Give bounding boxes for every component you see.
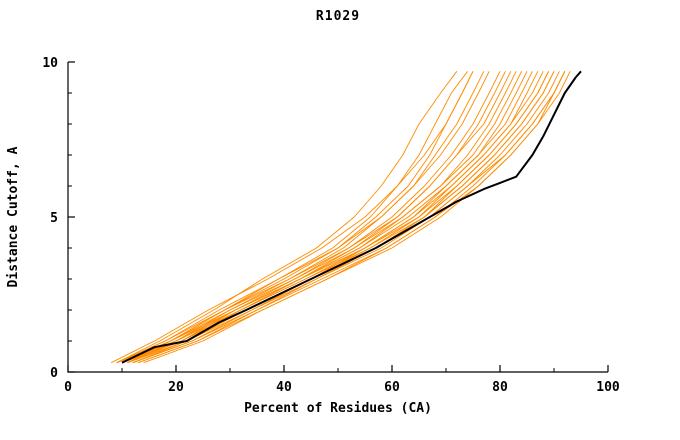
ensemble-curve [138,71,550,364]
y-axis-label: Distance Cutoff, A [6,146,21,287]
x-axis-label: Percent of Residues (CA) [244,401,432,416]
ensemble-curve [132,71,555,364]
ensemble-curve [121,71,523,364]
ensemble-curve [132,71,571,364]
ensemble-curve [138,71,566,364]
x-tick-label: 20 [168,380,184,395]
reference-curve [121,70,582,364]
ensemble-curve [143,71,566,364]
ensemble-curve [116,71,458,364]
ensemble-curve [116,71,512,364]
y-tick-label: 0 [50,366,58,381]
ensemble-curve [121,71,544,364]
x-tick-label: 80 [492,380,508,395]
ensemble-curve [116,71,490,364]
ensemble-curve [127,71,539,364]
ensemble-curve [121,71,566,364]
axis-ticks: 0 20 40 60 80 100 0 5 10 [42,56,620,395]
y-tick-label: 10 [42,56,58,71]
y-tick-label: 5 [50,211,58,226]
ensemble-curve [127,71,474,364]
ensemble-curve [116,71,550,364]
ensemble-curve [116,71,533,364]
x-tick-label: 100 [596,380,620,395]
ensemble-curve [121,71,555,364]
ensemble-curve [127,71,517,364]
x-tick-label: 60 [384,380,400,395]
x-tick-label: 40 [276,380,292,395]
chart-title: R1029 [316,9,360,24]
ensemble-curve [121,71,501,364]
x-tick-label: 0 [64,380,72,395]
ensemble-curve [132,71,506,364]
ensemble-curve [121,71,468,364]
curves-group [110,70,582,364]
